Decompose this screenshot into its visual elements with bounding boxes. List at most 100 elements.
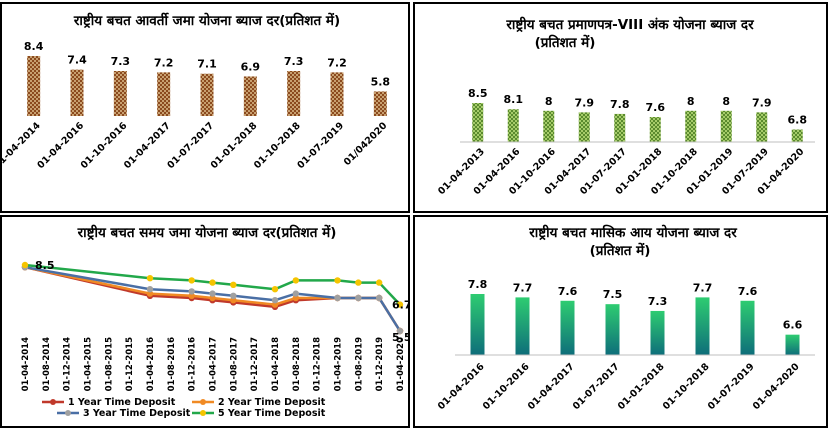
- x-tick-label: 01-08-2014: [42, 337, 52, 391]
- bar: [756, 112, 768, 142]
- data-point: [146, 286, 154, 293]
- bar: [791, 129, 803, 142]
- x-tick-label: 01-04-2018: [271, 337, 281, 391]
- data-label: 8: [545, 95, 553, 108]
- legend-label: 3 Year Time Deposit: [83, 408, 191, 419]
- legend-label: 5 Year Time Deposit: [218, 408, 326, 419]
- bar: [578, 112, 590, 142]
- bar: [287, 71, 301, 116]
- data-label: 7.5: [603, 288, 623, 301]
- x-tick-label: 01-08-2018: [292, 337, 302, 391]
- bar: [614, 113, 626, 142]
- legend-marker: [65, 410, 71, 416]
- chart-title: राष्ट्रीय बचत आवर्ती जमा योजना ब्याज दर(…: [73, 12, 340, 29]
- data-label: 7.6: [558, 285, 578, 298]
- data-label: 6.6: [783, 319, 803, 332]
- data-point: [146, 290, 154, 297]
- bar: [470, 294, 485, 355]
- legend-marker: [200, 399, 206, 405]
- legend-label: 1 Year Time Deposit: [68, 397, 176, 408]
- data-point: [292, 277, 300, 284]
- bar: [740, 300, 755, 355]
- legend-marker: [200, 410, 206, 416]
- x-tick-label: 01-04-2017: [526, 361, 577, 412]
- monthly-income-chart: राष्ट्रीय बचत मासिक आय योजना ब्याज दर (प…: [436, 224, 815, 412]
- data-point: [209, 290, 216, 297]
- data-point: [396, 327, 404, 335]
- nsc-chart-panel: राष्ट्रीय बचत प्रमाणपत्र-VIII अंक योजना …: [413, 2, 828, 213]
- x-tick-label: 01-04-2016: [146, 337, 156, 391]
- legend-label: 2 Year Time Deposit: [218, 397, 326, 408]
- data-point: [396, 301, 404, 308]
- x-tick-label: 01-04-2015: [84, 337, 94, 391]
- x-tick-label: 01-12-2018: [313, 337, 323, 391]
- x-tick-label: 01-07-2019: [295, 120, 346, 171]
- bar: [70, 69, 84, 116]
- data-label: 8.1: [504, 93, 524, 106]
- x-tick-label: 01-10-2016: [481, 361, 532, 412]
- x-tick-label: 01-12-2017: [250, 337, 260, 391]
- bar: [373, 91, 387, 116]
- time-deposit-chart: राष्ट्रीय बचत समय जमा योजना ब्याज दर(प्र…: [21, 224, 408, 419]
- x-tick-label: 01-12-2014: [63, 337, 73, 391]
- x-tick-label: 01-01-2018: [616, 361, 667, 412]
- chart-title: राष्ट्रीय बचत समय जमा योजना ब्याज दर(प्र…: [77, 224, 337, 241]
- x-tick-label: 01-08-2019: [354, 337, 364, 391]
- bar: [243, 76, 257, 116]
- data-point: [271, 301, 279, 308]
- data-point: [271, 297, 279, 304]
- data-point: [21, 261, 29, 269]
- data-label: 8.5: [35, 259, 55, 272]
- bar: [472, 103, 484, 142]
- x-tick-label: 01-12-2016: [188, 337, 198, 391]
- data-point: [334, 277, 341, 284]
- data-point: [188, 292, 195, 299]
- data-label: 6.8: [788, 114, 808, 127]
- data-label: 7.6: [646, 101, 666, 114]
- data-point: [230, 292, 237, 299]
- data-label: 6.7: [392, 299, 408, 312]
- bar: [650, 310, 665, 355]
- data-point: [292, 294, 300, 302]
- data-point: [230, 297, 237, 304]
- data-label: 8.4: [24, 40, 44, 53]
- bar: [695, 297, 710, 355]
- data-label: 8: [722, 95, 730, 108]
- x-tick-label: 01-08-2016: [167, 337, 177, 391]
- data-label: 7.3: [111, 55, 131, 68]
- x-tick-label: 01/042020: [342, 120, 390, 168]
- x-tick-label: 01-04-2017: [209, 337, 219, 391]
- data-point: [375, 279, 383, 286]
- data-label: 7.3: [648, 295, 668, 308]
- nsc-chart: राष्ट्रीय बचत प्रमाणपत्र-VIII अंक योजना …: [436, 16, 815, 197]
- data-point: [355, 294, 362, 302]
- chart-title-line2: (प्रतिशत में): [535, 34, 596, 51]
- time-deposit-chart-panel: राष्ट्रीय बचत समय जमा योजना ब्याज दर(प्र…: [0, 215, 410, 428]
- data-point: [292, 290, 300, 297]
- data-label: 7.9: [752, 96, 772, 109]
- chart-title: राष्ट्रीय बचत प्रमाणपत्र-VIII अंक योजना …: [505, 16, 754, 33]
- data-label: 7.7: [693, 281, 713, 294]
- data-point: [146, 275, 154, 282]
- recurring-deposit-chart-panel: राष्ट्रीय बचत आवर्ती जमा योजना ब्याज दर(…: [0, 2, 410, 213]
- bar: [27, 56, 41, 116]
- monthly-income-chart-panel: राष्ट्रीय बचत मासिक आय योजना ब्याज दर (प…: [413, 215, 828, 428]
- data-label: 6.9: [241, 60, 261, 73]
- bar: [330, 72, 344, 116]
- data-label: 7.6: [738, 285, 758, 298]
- bar: [157, 72, 171, 116]
- x-tick-label: 01-08-2015: [104, 337, 114, 391]
- bar: [785, 334, 800, 355]
- bar: [605, 304, 620, 355]
- x-tick-label: 01-12-2015: [125, 337, 135, 391]
- data-label: 7.8: [610, 98, 630, 111]
- x-tick-label: 01-04-2014: [21, 337, 31, 391]
- x-tick-label: 01-10-2018: [661, 361, 712, 412]
- bar: [685, 110, 697, 142]
- data-label: 8: [687, 95, 695, 108]
- data-label: 8.5: [468, 87, 488, 100]
- data-label: 5.5: [392, 331, 408, 344]
- bar: [200, 73, 214, 116]
- data-point: [209, 279, 216, 286]
- x-tick-label: 01-12-2019: [375, 337, 385, 391]
